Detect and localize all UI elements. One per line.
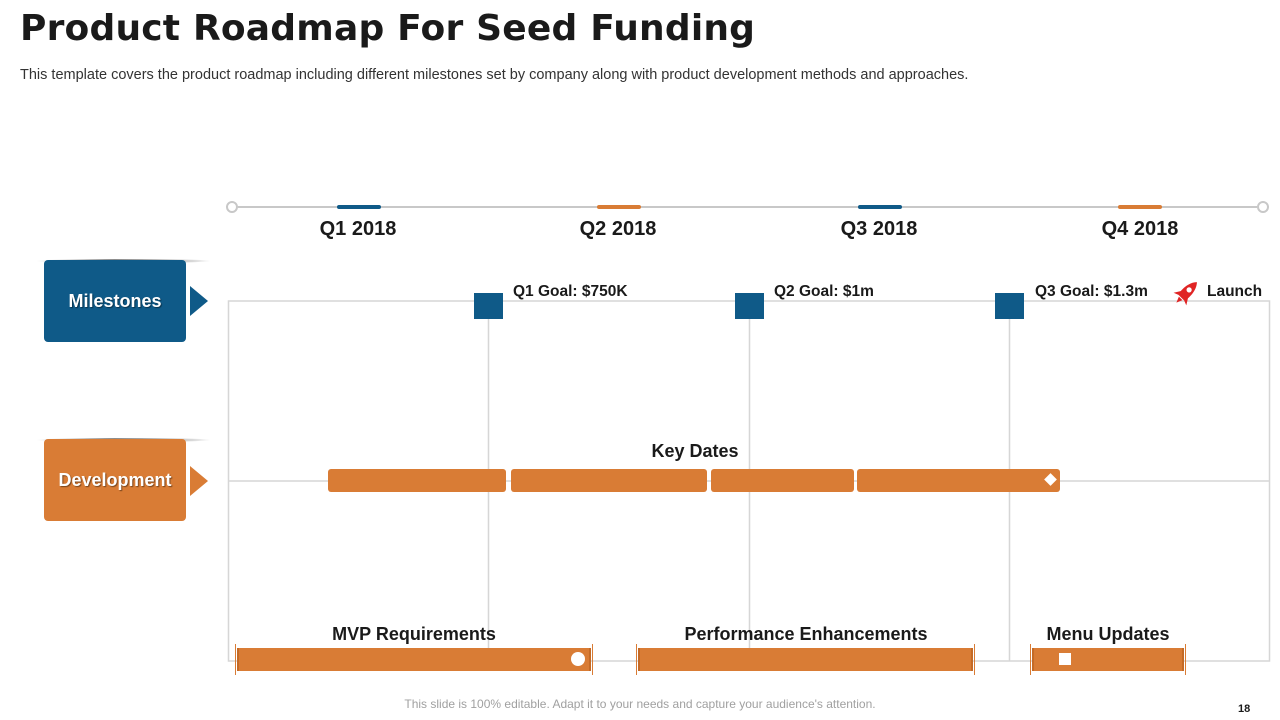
menu-updates-label: Menu Updates [1046, 624, 1170, 644]
goal-marker-q3 [995, 293, 1024, 319]
key-dates-segment-3 [711, 469, 854, 492]
key-dates-segment-1 [328, 469, 506, 492]
mvp-requirements-label: MVP Requirements [332, 624, 496, 644]
development-arrow-icon [190, 466, 208, 496]
launch-label: Launch [1207, 283, 1263, 300]
performance-enhancements-label: Performance Enhancements [684, 624, 928, 644]
circle-icon [571, 652, 585, 666]
quarter-marker-q2 [597, 205, 641, 209]
menu-updates-bar [1030, 644, 1186, 675]
key-dates-label: Key Dates [651, 441, 739, 461]
key-dates-segment-2 [511, 469, 707, 492]
quarter-label-q1: Q1 2018 [319, 218, 397, 240]
timeline-axis [226, 201, 1269, 213]
footer-note: This slide is 100% editable. Adapt it to… [404, 697, 876, 711]
goal-marker-q2 [735, 293, 764, 319]
goal-label-q2: Q2 Goal: $1m [774, 283, 874, 300]
quarter-label-q3: Q3 2018 [840, 218, 918, 240]
page-title: Product Roadmap For Seed Funding [20, 8, 756, 49]
goal-marker-q1 [474, 293, 503, 319]
diamond-icon [1044, 473, 1057, 486]
page-subtitle: This template covers the product roadmap… [20, 67, 969, 83]
quarter-marker-q4 [1118, 205, 1162, 209]
performance-enhancements-bar [636, 644, 975, 675]
goal-label-q1: Q1 Goal: $750K [513, 283, 628, 300]
quarter-label-q2: Q2 2018 [579, 218, 657, 240]
quarter-marker-q3 [858, 205, 902, 209]
key-dates-segment-4 [857, 469, 1060, 492]
goal-label-q3: Q3 Goal: $1.3m [1035, 283, 1148, 300]
rocket-icon [1173, 282, 1197, 306]
square-icon [1059, 653, 1071, 665]
mvp-requirements-bar [235, 644, 593, 675]
development-row-label: Development [44, 439, 186, 521]
quarter-marker-q1 [337, 205, 381, 209]
milestones-row-label: Milestones [44, 260, 186, 342]
page-number: 18 [1238, 703, 1251, 715]
quarter-label-q4: Q4 2018 [1101, 218, 1179, 240]
milestones-arrow-icon [190, 286, 208, 316]
